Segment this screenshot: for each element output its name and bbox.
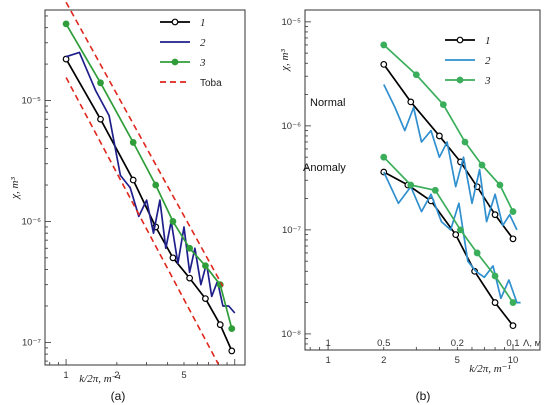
panel-b-series-3-point	[461, 138, 469, 146]
panel-a-x-tick-label: 5	[181, 370, 186, 381]
panel-b-y-tick-label: 10⁻⁷	[282, 225, 302, 236]
panel-b-series-extra-point	[491, 272, 499, 280]
panel-a-y-axis-label: χ, m³	[9, 177, 21, 200]
panel-b-series-2-line	[383, 84, 518, 231]
panel-b-lambda-tick-label: 0.1	[506, 338, 519, 349]
panel-a-legend-label: 2	[200, 37, 206, 49]
panel-b-lambda-tick-label: 0.2	[451, 338, 464, 349]
panel-a-series-1-point	[129, 176, 137, 184]
panel-a-y-tick-label: 10⁻⁶	[22, 216, 42, 227]
panel-b-series-3-point	[478, 161, 486, 169]
panel-b-lambda-tick-label: 1	[325, 338, 330, 349]
panel-b-series-1-point	[509, 235, 517, 243]
panel-b-lambda-axis-label: Λ, м	[523, 338, 541, 349]
panel-b-series-3-point	[496, 181, 504, 189]
panel-a-legend-marker	[171, 58, 179, 66]
panel-a-x-tick-label: 2	[114, 370, 119, 381]
panel-b-series-extra-point	[457, 226, 464, 234]
panel-a-legend-label: 3	[199, 57, 206, 69]
panel-b-legend-label: 2	[485, 55, 491, 67]
panel-a-x-axis-label: k/2π, m⁻¹	[79, 373, 121, 385]
panel-b-series-extra-point	[380, 153, 388, 161]
panel-b-legend-label: 3	[484, 75, 491, 87]
panel-a-series-2-line	[65, 51, 236, 314]
panel-a-series-3-point	[186, 244, 194, 252]
panel-b-x-axis-label: k/2π, m⁻¹	[469, 363, 511, 375]
panel-a-series-3-point	[202, 262, 209, 270]
panel-b-annotation-anomaly: Anomaly	[303, 162, 346, 174]
panel-a-legend-label: 1	[200, 17, 206, 29]
panel-a-series-1-point	[97, 115, 104, 123]
panel-b-x-tick-label: 10	[508, 355, 519, 366]
panel-b-series-extra-point	[407, 181, 415, 189]
panel-a-series-1-point	[62, 55, 70, 63]
panel-b-series-1-point	[491, 211, 499, 219]
panel-b-series-1-point	[436, 132, 443, 140]
panel-a-series-3-point	[62, 20, 70, 28]
panel-b-series-3-point	[412, 71, 420, 79]
panel-b-series-3-point	[439, 101, 447, 109]
panel-b-series-3-point	[509, 208, 517, 215]
panel-a-legend-marker	[171, 18, 179, 26]
panel-b-series-extra-point	[452, 231, 460, 239]
panel-b-series-3-point	[380, 41, 388, 49]
panel-b-frame	[304, 9, 541, 351]
panel-b-series-extra-point	[509, 299, 517, 306]
panel-b-series-extra-point	[491, 299, 499, 306]
panel-b-legend-marker	[456, 76, 464, 84]
panel-a-label: (a)	[111, 389, 126, 403]
panel-b-annotation-normal: Normal	[310, 97, 345, 109]
panel-b-y-tick-label: 10⁻⁶	[282, 121, 302, 132]
panel-b-label: (b)	[416, 389, 431, 403]
panel-a-series-1-point	[216, 321, 224, 329]
panel-a-series-1-line	[65, 58, 233, 352]
panel-a-y-tick-label: 10⁻⁵	[21, 95, 41, 106]
panel-b-series-extra-point	[509, 322, 517, 330]
panel-b-y-tick-label: 10⁻⁸	[281, 329, 301, 340]
panel-a-series-1-point	[202, 295, 209, 303]
panel-a-series-extra-line	[65, 77, 220, 365]
panel-b-series-1-point	[380, 60, 388, 68]
panel-b-y-tick-label: 10⁻⁵	[281, 17, 301, 28]
panel-a-y-tick-label: 10⁻⁷	[22, 337, 42, 348]
panel-a-series-3-point	[228, 325, 236, 332]
panel-b-y-axis-label: χ, m³	[279, 49, 291, 72]
panel-b-x-tick-label: 5	[455, 355, 460, 366]
panel-a-series-1-point	[228, 347, 236, 355]
panel-a-series-3-point	[169, 218, 177, 225]
panel-a-series-3-line	[65, 23, 233, 329]
panel-a-x-tick-label: 1	[63, 370, 68, 381]
panel-b-series-extra-point	[380, 168, 388, 176]
panel-a-frame	[44, 9, 246, 366]
panel-b-legend-marker	[456, 36, 464, 44]
panel-b-x-tick-label: 2	[381, 355, 386, 366]
panel-b-series-extra-point	[473, 249, 481, 257]
panel-b-series-extra-point	[431, 186, 439, 194]
panel-b-series-1-point	[407, 98, 415, 106]
panel-a-series-3-point	[97, 79, 104, 87]
panel-b-lambda-tick-label: 0.5	[377, 338, 390, 349]
panel-a-series-3-point	[152, 181, 160, 189]
panel-a-legend-label: Toba	[200, 78, 222, 89]
panel-a-series-Toba-line	[65, 1, 224, 287]
panel-a-series-1-point	[169, 254, 177, 262]
panel-a-series-3-point	[129, 139, 137, 146]
panel-b-legend-label: 1	[485, 35, 491, 47]
panel-a-series-1-point	[186, 274, 194, 282]
panel-b-x-tick-label: 1	[325, 355, 330, 366]
